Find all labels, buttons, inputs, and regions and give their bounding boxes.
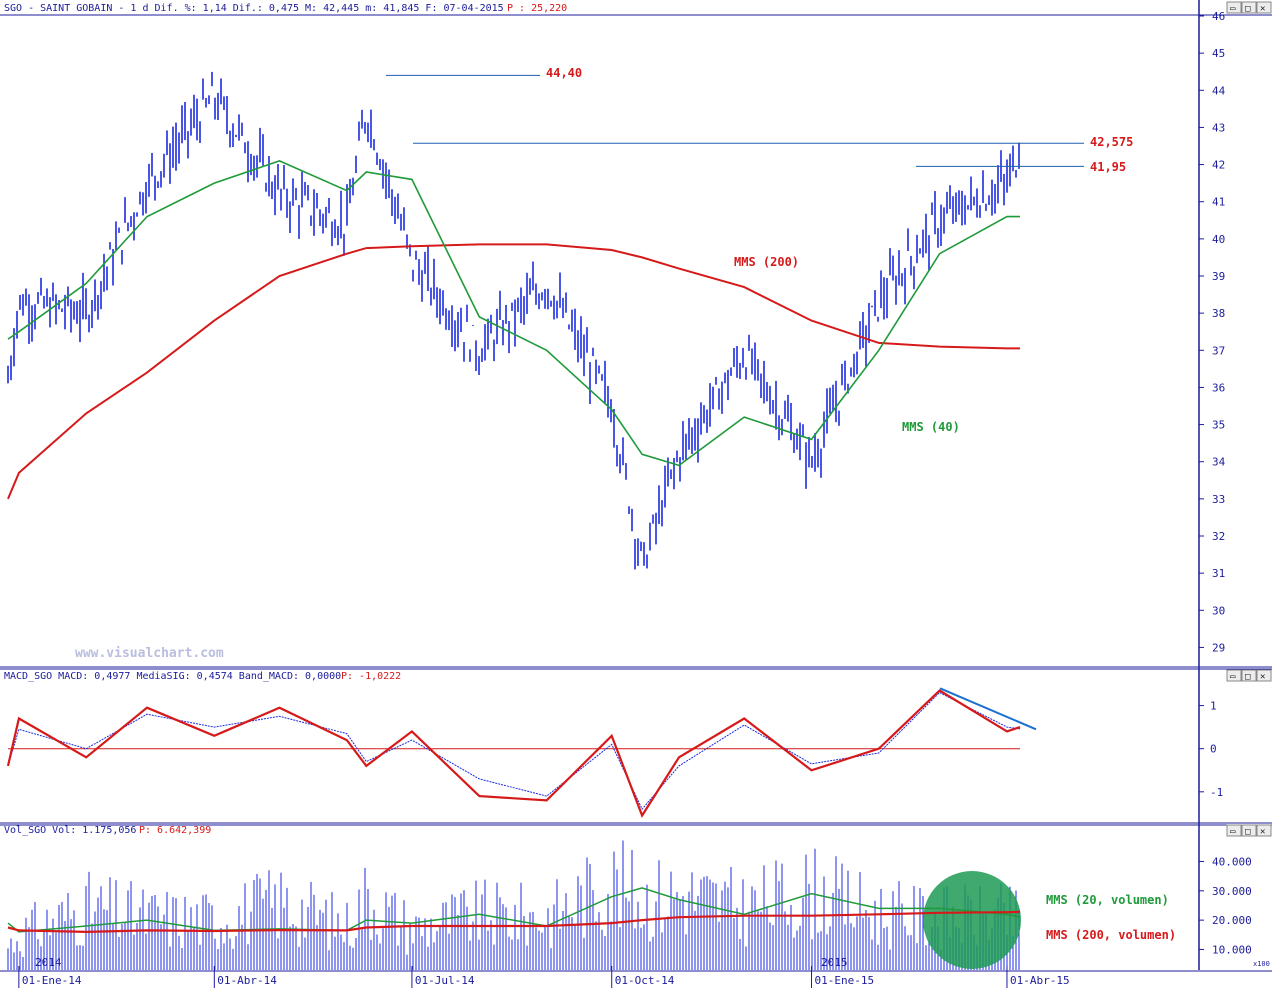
vol-window-buttons: ▭ □ ✕ [1226,824,1272,837]
price-ytick-label: 38 [1212,307,1225,320]
price-ytick-label: 30 [1212,604,1225,617]
price-header: SGO - SAINT GOBAIN - 1 d Dif. %: 1,14 Di… [4,3,504,14]
macd-ytick-label: 1 [1210,700,1217,713]
price-ytick-label: 32 [1212,530,1225,543]
x-tick-label: 01-Ene-15 [815,974,875,987]
mms40-line [7,160,1020,467]
price-ytick-label: 37 [1212,344,1225,357]
close-button[interactable] [1256,1,1272,14]
macd-panel: -1 0 1 [6,687,1223,818]
price-bars [7,71,1020,570]
macd-close-icon: ✕ [1260,672,1265,682]
vol-minimize-icon: ▭ [1230,827,1236,837]
watermark: www.visualchart.com [75,646,224,661]
price-ytick-label: 42 [1212,159,1225,172]
maximize-button[interactable] [1241,1,1257,14]
vol-header-p: P: 6.642,399 [139,825,211,836]
price-ytick-label: 44 [1212,84,1226,97]
price-panel: 29 30 31 32 33 34 35 36 37 38 39 40 41 42 43 44 45 46 [7,10,1226,654]
minimize-button[interactable] [1226,1,1242,14]
signal-line [7,691,1021,811]
vol-mms200-label: MMS (200, volumen) [1046,928,1176,942]
price-header-p: P : 25,220 [507,3,567,14]
price-ytick-label: 41 [1212,196,1225,209]
price-ytick-label: 43 [1212,121,1225,134]
level-label-4195: 41,95 [1090,160,1126,174]
vol-header: Vol_SGO Vol: 1.175,056 [4,825,136,836]
year-label-2015: 2015 [821,956,848,969]
price-ytick-label: 35 [1212,419,1225,432]
level-label-4440: 44,40 [546,66,582,80]
price-ytick-label: 45 [1212,47,1225,60]
price-ytick-label: 39 [1212,270,1225,283]
mms200-line [7,243,1020,500]
x-tick-label: 01-Oct-14 [615,974,675,987]
price-ytick-label: 40 [1212,233,1225,246]
macd-maximize-icon: □ [1245,672,1251,682]
macd-window-buttons: ▭ □ ✕ [1226,669,1272,682]
macd-divergence-trendline [939,687,1037,731]
price-ytick-label: 31 [1212,567,1225,580]
price-ytick-label: 36 [1212,381,1225,394]
minimize-icon: ▭ [1230,4,1236,14]
vol-minimize-button[interactable] [1226,824,1242,837]
x-tick-label: 01-Abr-15 [1010,974,1070,987]
x-axis: 01-Ene-14 01-Abr-14 01-Jul-14 01-Oct-14 01-E… [18,966,1070,988]
vol-maximize-button[interactable] [1241,824,1257,837]
macd-header-p: P: -1,0222 [341,671,401,682]
macd-header: MACD_SGO MACD: 0,4977 MediaSIG: 0,4574 B… [4,671,341,682]
price-ytick-label: 33 [1212,493,1225,506]
vol-close-button[interactable] [1256,824,1272,837]
vol-maximize-icon: □ [1245,827,1251,837]
vol-mms200-line [7,910,1021,934]
price-ytick-label: 46 [1212,10,1225,23]
close-icon: ✕ [1260,4,1265,14]
maximize-icon: □ [1245,4,1251,14]
price-ytick-label: 34 [1212,456,1226,469]
price-ytick-label: 29 [1212,641,1225,654]
vol-close-icon: ✕ [1260,827,1265,837]
macd-close-button[interactable] [1256,669,1272,682]
vol-mms20-line [7,887,1021,933]
macd-ytick-label: -1 [1210,786,1223,799]
year-label-2014: 2014 [35,956,62,969]
vol-ytick-label: 10.000 [1212,943,1252,956]
macd-line [6,689,1021,818]
macd-minimize-button[interactable] [1226,669,1242,682]
mms200-label: MMS (200) [734,255,799,269]
volume-highlight-circle [923,871,1021,969]
mms40-label: MMS (40) [902,420,960,434]
price-window-buttons: ▭ □ ✕ [1226,1,1272,14]
scale-tag: x100 [1253,960,1270,968]
vol-ytick-label: 30.000 [1212,885,1252,898]
vol-ytick-label: 20.000 [1212,914,1252,927]
vol-ytick-label: 40.000 [1212,855,1252,868]
x-tick-label: 01-Abr-14 [217,974,277,987]
x-tick-label: 01-Ene-14 [22,974,82,987]
macd-maximize-button[interactable] [1241,669,1257,682]
macd-ytick-label: 0 [1210,743,1217,756]
volume-panel: 10.000 20.000 30.000 40.000 [7,840,1252,970]
x-tick-label: 01-Jul-14 [415,974,475,987]
level-label-42575: 42,575 [1090,135,1133,149]
vol-mms20-label: MMS (20, volumen) [1046,893,1169,907]
macd-minimize-icon: ▭ [1230,672,1236,682]
